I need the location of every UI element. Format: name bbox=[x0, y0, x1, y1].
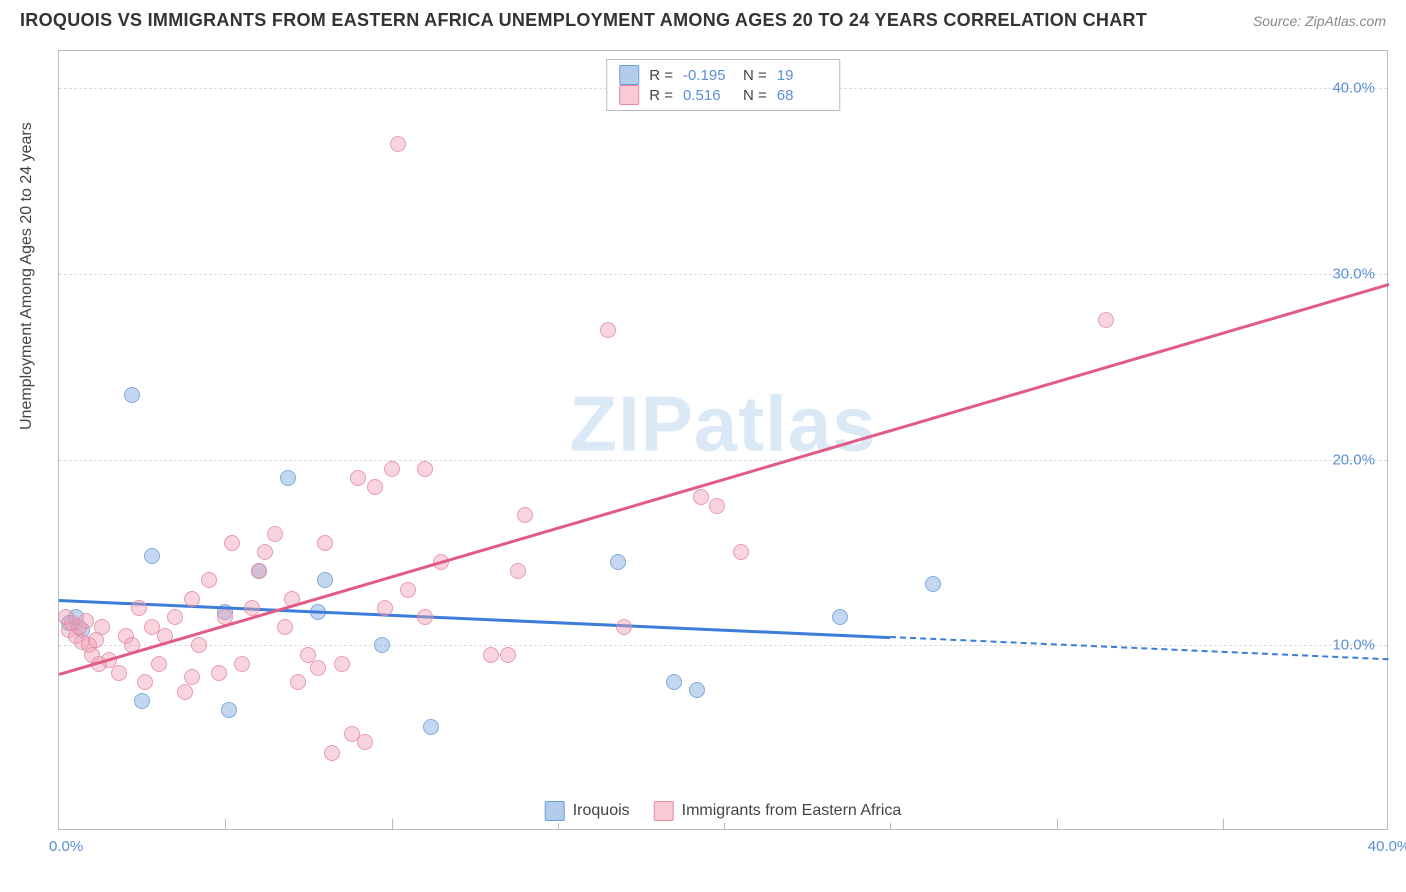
data-point bbox=[124, 387, 140, 403]
x-tick-mark bbox=[392, 819, 393, 829]
trend-line bbox=[59, 283, 1390, 675]
data-point bbox=[201, 572, 217, 588]
header: IROQUOIS VS IMMIGRANTS FROM EASTERN AFRI… bbox=[0, 0, 1406, 36]
data-point bbox=[374, 637, 390, 653]
trend-line bbox=[890, 636, 1389, 660]
data-point bbox=[177, 684, 193, 700]
data-point bbox=[693, 489, 709, 505]
data-point bbox=[267, 526, 283, 542]
data-point bbox=[334, 656, 350, 672]
series-label: Iroquois bbox=[573, 802, 630, 820]
series-label: Immigrants from Eastern Africa bbox=[682, 802, 902, 820]
data-point bbox=[317, 535, 333, 551]
y-tick-label: 30.0% bbox=[1332, 265, 1375, 282]
x-tick-label: 0.0% bbox=[49, 838, 83, 855]
legend-swatch bbox=[654, 801, 674, 821]
data-point bbox=[925, 576, 941, 592]
data-point bbox=[324, 745, 340, 761]
legend-row: R = 0.516 N = 68 bbox=[619, 85, 827, 105]
correlation-legend: R = -0.195 N = 19 R = 0.516 N = 68 bbox=[606, 59, 840, 111]
data-point bbox=[211, 665, 227, 681]
data-point bbox=[616, 619, 632, 635]
legend-swatch bbox=[619, 85, 639, 105]
series-legend-item: Iroquois bbox=[545, 801, 630, 821]
data-point bbox=[600, 322, 616, 338]
x-tick-mark bbox=[225, 819, 226, 829]
y-axis-label: Unemployment Among Ages 20 to 24 years bbox=[18, 122, 36, 430]
data-point bbox=[510, 563, 526, 579]
y-tick-label: 10.0% bbox=[1332, 637, 1375, 654]
data-point bbox=[610, 554, 626, 570]
x-tick-mark bbox=[1057, 819, 1058, 829]
data-point bbox=[290, 674, 306, 690]
data-point bbox=[167, 609, 183, 625]
data-point bbox=[111, 665, 127, 681]
data-point bbox=[483, 647, 499, 663]
data-point bbox=[384, 461, 400, 477]
data-point bbox=[78, 613, 94, 629]
data-point bbox=[184, 669, 200, 685]
r-label: R = bbox=[649, 87, 673, 104]
r-value: 0.516 bbox=[683, 87, 733, 104]
data-point bbox=[733, 544, 749, 560]
n-value: 19 bbox=[777, 67, 827, 84]
data-point bbox=[221, 702, 237, 718]
x-tick-mark bbox=[1223, 819, 1224, 829]
x-tick-label: 40.0% bbox=[1368, 838, 1406, 855]
data-point bbox=[417, 609, 433, 625]
watermark: ZIPatlas bbox=[569, 379, 876, 470]
legend-swatch bbox=[545, 801, 565, 821]
gridline bbox=[59, 274, 1387, 275]
data-point bbox=[417, 461, 433, 477]
data-point bbox=[517, 507, 533, 523]
data-point bbox=[280, 470, 296, 486]
data-point bbox=[367, 479, 383, 495]
data-point bbox=[317, 572, 333, 588]
plot-surface: ZIPatlas 10.0%20.0%30.0%40.0%0.0%40.0% bbox=[59, 51, 1387, 829]
gridline bbox=[59, 460, 1387, 461]
data-point bbox=[137, 674, 153, 690]
r-label: R = bbox=[649, 67, 673, 84]
data-point bbox=[423, 719, 439, 735]
data-point bbox=[224, 535, 240, 551]
data-point bbox=[832, 609, 848, 625]
data-point bbox=[310, 660, 326, 676]
data-point bbox=[184, 591, 200, 607]
data-point bbox=[390, 136, 406, 152]
data-point bbox=[277, 619, 293, 635]
chart-title: IROQUOIS VS IMMIGRANTS FROM EASTERN AFRI… bbox=[20, 10, 1147, 31]
y-tick-label: 20.0% bbox=[1332, 451, 1375, 468]
chart-area: ZIPatlas 10.0%20.0%30.0%40.0%0.0%40.0% R… bbox=[58, 50, 1388, 830]
data-point bbox=[689, 682, 705, 698]
data-point bbox=[257, 544, 273, 560]
data-point bbox=[151, 656, 167, 672]
gridline bbox=[59, 645, 1387, 646]
data-point bbox=[191, 637, 207, 653]
series-legend-item: Immigrants from Eastern Africa bbox=[654, 801, 902, 821]
data-point bbox=[134, 693, 150, 709]
source-label: Source: ZipAtlas.com bbox=[1253, 13, 1386, 29]
trend-line bbox=[59, 599, 890, 639]
data-point bbox=[500, 647, 516, 663]
series-legend: Iroquois Immigrants from Eastern Africa bbox=[537, 799, 910, 823]
data-point bbox=[357, 734, 373, 750]
data-point bbox=[234, 656, 250, 672]
data-point bbox=[1098, 312, 1114, 328]
n-value: 68 bbox=[777, 87, 827, 104]
data-point bbox=[251, 563, 267, 579]
data-point bbox=[400, 582, 416, 598]
data-point bbox=[94, 619, 110, 635]
n-label: N = bbox=[743, 67, 767, 84]
n-label: N = bbox=[743, 87, 767, 104]
data-point bbox=[144, 548, 160, 564]
data-point bbox=[377, 600, 393, 616]
data-point bbox=[666, 674, 682, 690]
r-value: -0.195 bbox=[683, 67, 733, 84]
legend-swatch bbox=[619, 65, 639, 85]
y-tick-label: 40.0% bbox=[1332, 80, 1375, 97]
data-point bbox=[131, 600, 147, 616]
data-point bbox=[709, 498, 725, 514]
legend-row: R = -0.195 N = 19 bbox=[619, 65, 827, 85]
data-point bbox=[350, 470, 366, 486]
